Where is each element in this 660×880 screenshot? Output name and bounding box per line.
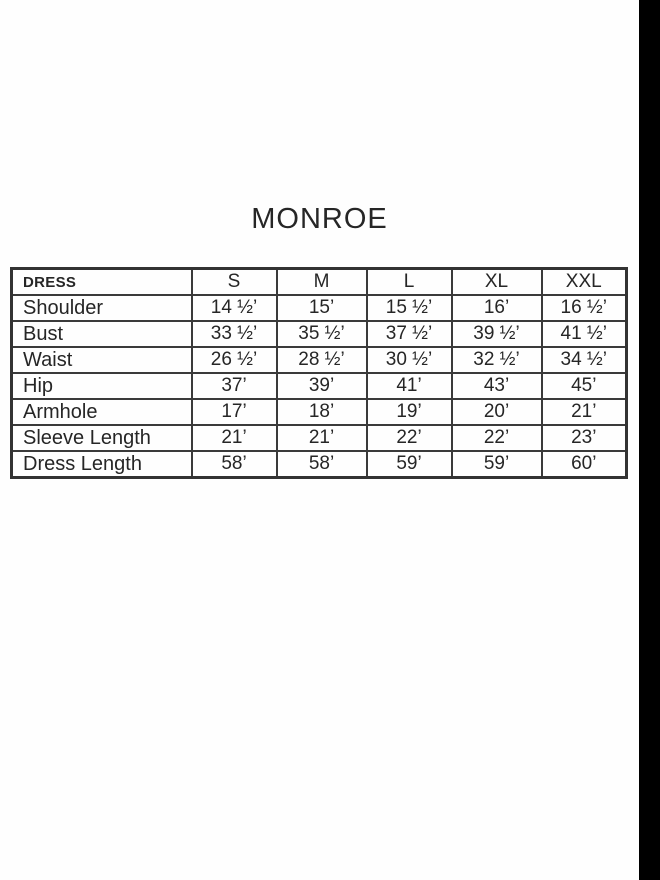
row-label-cell: Armhole	[10, 398, 193, 426]
value-cell: 21’	[190, 424, 278, 452]
row-label-cell: Sleeve Length	[10, 424, 193, 452]
value-cell: 39 ½’	[450, 320, 543, 348]
value-cell: 59’	[450, 450, 543, 479]
table-row-waist: Waist 26 ½’ 28 ½’ 30 ½’ 32 ½’ 34 ½’	[10, 346, 628, 374]
value-cell: 21’	[540, 398, 628, 426]
table-row-dress-length: Dress Length 58’ 58’ 59’ 59’ 60’	[10, 450, 628, 479]
value-cell: 30 ½’	[365, 346, 453, 374]
column-header-s: S	[190, 267, 278, 296]
value-cell: 59’	[365, 450, 453, 479]
value-cell: 41’	[365, 372, 453, 400]
table-row-hip: Hip 37’ 39’ 41’ 43’ 45’	[10, 372, 628, 400]
row-label-cell: Dress Length	[10, 450, 193, 479]
value-cell: 32 ½’	[450, 346, 543, 374]
column-header-xxl: XXL	[540, 267, 628, 296]
value-cell: 45’	[540, 372, 628, 400]
value-cell: 18’	[275, 398, 368, 426]
table-row-shoulder: Shoulder 14 ½’ 15’ 15 ½’ 16’ 16 ½’	[10, 294, 628, 322]
table-row-bust: Bust 33 ½’ 35 ½’ 37 ½’ 39 ½’ 41 ½’	[10, 320, 628, 348]
value-cell: 41 ½’	[540, 320, 628, 348]
table-row-sleeve-length: Sleeve Length 21’ 21’ 22’ 22’ 23’	[10, 424, 628, 452]
header-row: DRESS S M L XL XXL	[10, 267, 628, 296]
column-header-xl: XL	[450, 267, 543, 296]
value-cell: 22’	[365, 424, 453, 452]
value-cell: 21’	[275, 424, 368, 452]
value-cell: 26 ½’	[190, 346, 278, 374]
value-cell: 20’	[450, 398, 543, 426]
value-cell: 60’	[540, 450, 628, 479]
row-label-cell: Shoulder	[10, 294, 193, 322]
value-cell: 37 ½’	[365, 320, 453, 348]
value-cell: 16 ½’	[540, 294, 628, 322]
column-header-dress: DRESS	[10, 267, 193, 296]
value-cell: 39’	[275, 372, 368, 400]
value-cell: 16’	[450, 294, 543, 322]
value-cell: 22’	[450, 424, 543, 452]
value-cell: 15 ½’	[365, 294, 453, 322]
value-cell: 35 ½’	[275, 320, 368, 348]
right-black-bar	[639, 0, 660, 880]
value-cell: 15’	[275, 294, 368, 322]
column-header-l: L	[365, 267, 453, 296]
value-cell: 33 ½’	[190, 320, 278, 348]
value-cell: 17’	[190, 398, 278, 426]
value-cell: 37’	[190, 372, 278, 400]
value-cell: 23’	[540, 424, 628, 452]
value-cell: 34 ½’	[540, 346, 628, 374]
value-cell: 14 ½’	[190, 294, 278, 322]
value-cell: 28 ½’	[275, 346, 368, 374]
size-chart-table: DRESS S M L XL XXL Shoulder 14 ½’ 15’ 15…	[10, 267, 628, 479]
column-header-m: M	[275, 267, 368, 296]
row-label-cell: Hip	[10, 372, 193, 400]
row-label-cell: Waist	[10, 346, 193, 374]
page-title: MONROE	[251, 203, 388, 235]
table-row-armhole: Armhole 17’ 18’ 19’ 20’ 21’	[10, 398, 628, 426]
value-cell: 58’	[275, 450, 368, 479]
row-label-cell: Bust	[10, 320, 193, 348]
value-cell: 58’	[190, 450, 278, 479]
value-cell: 19’	[365, 398, 453, 426]
value-cell: 43’	[450, 372, 543, 400]
